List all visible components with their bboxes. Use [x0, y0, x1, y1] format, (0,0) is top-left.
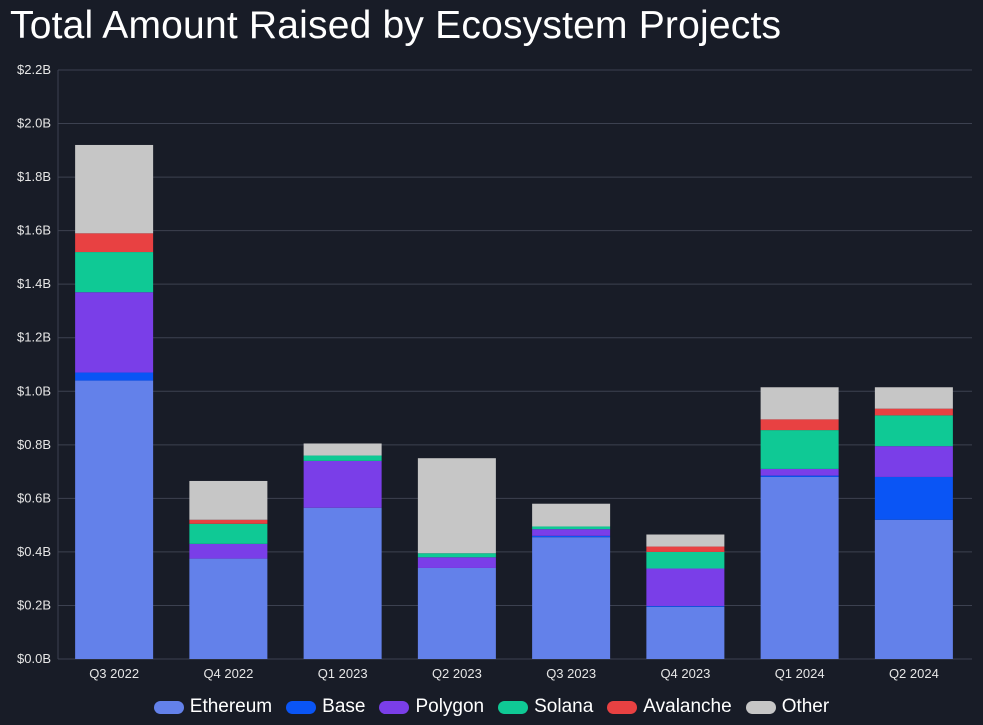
- bar-segment-solana: [189, 523, 268, 544]
- bar-segment-other: [75, 144, 154, 234]
- x-tick-label: Q3 2022: [89, 666, 139, 681]
- legend-label: Avalanche: [643, 696, 732, 717]
- bar-segment-avalanche: [75, 233, 154, 253]
- bar-segment-other: [417, 458, 496, 554]
- legend-item-ethereum[interactable]: Ethereum: [153, 696, 273, 718]
- y-tick-label: $2.2B: [17, 62, 51, 77]
- x-tick-label: Q2 2023: [432, 666, 482, 681]
- y-tick-label: $1.8B: [17, 169, 51, 184]
- bar-segment-other: [189, 480, 268, 520]
- bar-segment-polygon: [646, 568, 725, 606]
- bar-segment-polygon: [75, 292, 154, 373]
- y-tick-label: $1.2B: [17, 330, 51, 345]
- legend-swatch: [286, 700, 317, 714]
- bar-segment-solana: [760, 430, 839, 469]
- chart-plot: $0.0B $0.2B $0.4B $0.6B $0.8B $1.0B $1.2B $1.4B…: [17, 62, 972, 681]
- legend-item-avalanche[interactable]: Avalanche: [607, 696, 732, 718]
- x-axis: Q3 2022 Q4 2022 Q1 2023 Q2 2023 Q3 2023 Q4 20…: [89, 666, 939, 681]
- bar-segment-other: [874, 387, 953, 409]
- bar-segment-ethereum: [75, 380, 154, 659]
- bar-segment-base: [646, 605, 725, 607]
- x-tick-label: Q1 2023: [318, 666, 368, 681]
- bar-segment-solana: [874, 415, 953, 447]
- bar-segment-ethereum: [760, 476, 839, 659]
- bar-segment-solana: [303, 455, 382, 461]
- y-tick-label: $0.0B: [17, 651, 51, 666]
- bar-segment-polygon: [760, 468, 839, 476]
- y-tick-label: $0.4B: [17, 544, 51, 559]
- bar-segment-ethereum: [189, 558, 268, 659]
- y-tick-label: $1.6B: [17, 223, 51, 238]
- bar-segment-avalanche: [760, 419, 839, 431]
- chart-title: Total Amount Raised by Ecosystem Project…: [10, 4, 782, 47]
- bar-segment-ethereum: [874, 519, 953, 659]
- legend-swatch: [607, 700, 638, 714]
- bar-segment-base: [874, 476, 953, 520]
- bar-segment-avalanche: [189, 519, 268, 524]
- legend-swatch: [153, 700, 184, 714]
- legend-item-solana[interactable]: Solana: [498, 696, 593, 718]
- legend-item-base[interactable]: Base: [286, 696, 365, 718]
- bar-segment-avalanche: [874, 408, 953, 416]
- bar-segment-solana: [532, 526, 611, 530]
- x-tick-label: Q1 2024: [775, 666, 825, 681]
- legend-swatch: [745, 700, 776, 714]
- bar-segment-ethereum: [532, 537, 611, 659]
- legend-item-polygon[interactable]: Polygon: [379, 696, 484, 718]
- bar-segment-polygon: [532, 529, 611, 536]
- legend-label: Other: [781, 696, 830, 717]
- x-tick-label: Q2 2024: [889, 666, 939, 681]
- legend-swatch: [379, 700, 410, 714]
- bar-segment-ethereum: [646, 606, 725, 659]
- y-tick-label: $0.2B: [17, 597, 51, 612]
- x-tick-label: Q3 2023: [546, 666, 596, 681]
- legend-label: Ethereum: [189, 696, 273, 717]
- bar-segment-polygon: [303, 460, 382, 508]
- bar-segment-polygon: [189, 543, 268, 559]
- bar-segment-other: [532, 503, 611, 527]
- y-tick-label: $0.8B: [17, 437, 51, 452]
- y-tick-label: $1.4B: [17, 276, 51, 291]
- bar-segment-ethereum: [417, 567, 496, 659]
- y-tick-label: $1.0B: [17, 383, 51, 398]
- bar-segment-base: [760, 475, 839, 477]
- y-axis: $0.0B $0.2B $0.4B $0.6B $0.8B $1.0B $1.2B $1.4B…: [17, 62, 51, 666]
- bars: [75, 144, 953, 659]
- legend-label: Solana: [534, 696, 594, 717]
- bar-segment-base: [75, 372, 154, 381]
- bar-segment-polygon: [874, 446, 953, 477]
- bar-segment-polygon: [417, 557, 496, 568]
- bar-segment-base: [532, 535, 611, 538]
- legend: Ethereum Base Polygon Solana Avalanche Other: [0, 696, 983, 718]
- bar-segment-solana: [75, 252, 154, 293]
- y-tick-label: $2.0B: [17, 116, 51, 131]
- legend-swatch: [498, 700, 529, 714]
- bar-segment-other: [646, 534, 725, 547]
- bar-segment-solana: [646, 551, 725, 569]
- x-tick-label: Q4 2022: [203, 666, 253, 681]
- x-tick-label: Q4 2023: [660, 666, 710, 681]
- bar-segment-avalanche: [646, 546, 725, 552]
- legend-label: Polygon: [415, 696, 485, 717]
- bar-segment-other: [760, 387, 839, 420]
- bar-segment-ethereum: [303, 507, 382, 659]
- legend-item-other[interactable]: Other: [745, 696, 830, 718]
- y-tick-label: $0.6B: [17, 490, 51, 505]
- bar-segment-other: [303, 443, 382, 456]
- bar-segment-solana: [417, 553, 496, 558]
- legend-label: Base: [322, 696, 366, 717]
